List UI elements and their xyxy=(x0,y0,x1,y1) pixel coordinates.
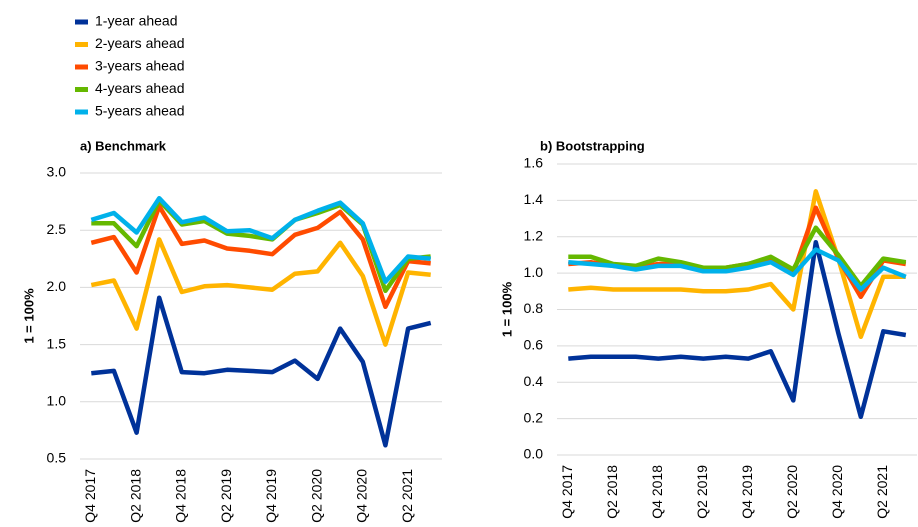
series-line xyxy=(568,247,907,292)
series-line xyxy=(568,225,907,289)
y-tick-label: 1.2 xyxy=(524,227,544,243)
y-tick-label: 0.4 xyxy=(524,373,544,389)
x-tick-label: Q2 2021 xyxy=(874,465,890,519)
legend-label: 5-years ahead xyxy=(95,103,185,119)
x-tick-label: Q2 2021 xyxy=(399,469,415,523)
legend-label: 2-years ahead xyxy=(95,35,185,51)
y-tick-label: 1.6 xyxy=(524,155,544,171)
series-line xyxy=(568,239,907,420)
y-tick-label: 3.0 xyxy=(47,164,67,180)
y-tick-label: 0.5 xyxy=(47,450,67,466)
x-tick-label: Q2 2020 xyxy=(308,469,324,523)
x-tick-label: Q2 2018 xyxy=(604,465,620,519)
x-tick-label: Q4 2017 xyxy=(559,465,575,519)
x-tick-label: Q2 2019 xyxy=(218,469,234,523)
chart-title: b) Bootstrapping xyxy=(540,138,645,153)
y-tick-label: 2.0 xyxy=(47,278,67,294)
y-tick-label: 0.0 xyxy=(524,446,544,462)
series-line xyxy=(91,198,431,294)
x-tick-label: Q2 2020 xyxy=(784,465,800,519)
x-tick-label: Q4 2019 xyxy=(263,469,279,523)
x-tick-label: Q4 2019 xyxy=(739,465,755,519)
y-tick-label: 1.0 xyxy=(524,264,544,280)
x-tick-label: Q4 2020 xyxy=(829,465,845,519)
legend-label: 3-years ahead xyxy=(95,58,185,74)
y-axis-label: 1 = 100% xyxy=(21,288,36,344)
y-tick-label: 1.0 xyxy=(47,393,67,409)
y-tick-label: 2.5 xyxy=(47,221,67,237)
x-tick-label: Q4 2017 xyxy=(82,469,98,523)
x-tick-label: Q4 2020 xyxy=(354,469,370,523)
y-tick-label: 1.5 xyxy=(47,335,67,351)
series-line xyxy=(91,295,432,448)
y-tick-label: 0.6 xyxy=(524,337,544,353)
y-tick-label: 0.2 xyxy=(524,409,544,425)
y-axis-label: 1 = 100% xyxy=(499,281,514,337)
x-tick-label: Q2 2019 xyxy=(694,465,710,519)
series-line xyxy=(568,189,906,340)
chart-title: a) Benchmark xyxy=(80,138,167,153)
series-line xyxy=(90,237,431,347)
legend-label: 1-year ahead xyxy=(95,13,178,29)
legend-label: 4-years ahead xyxy=(95,80,185,96)
series-line xyxy=(90,203,431,310)
y-tick-label: 1.4 xyxy=(524,191,544,207)
x-tick-label: Q2 2018 xyxy=(127,469,143,523)
series-line xyxy=(90,195,431,284)
x-tick-label: Q4 2018 xyxy=(649,465,665,519)
x-tick-label: Q4 2018 xyxy=(173,469,189,523)
y-tick-label: 0.8 xyxy=(524,300,544,316)
